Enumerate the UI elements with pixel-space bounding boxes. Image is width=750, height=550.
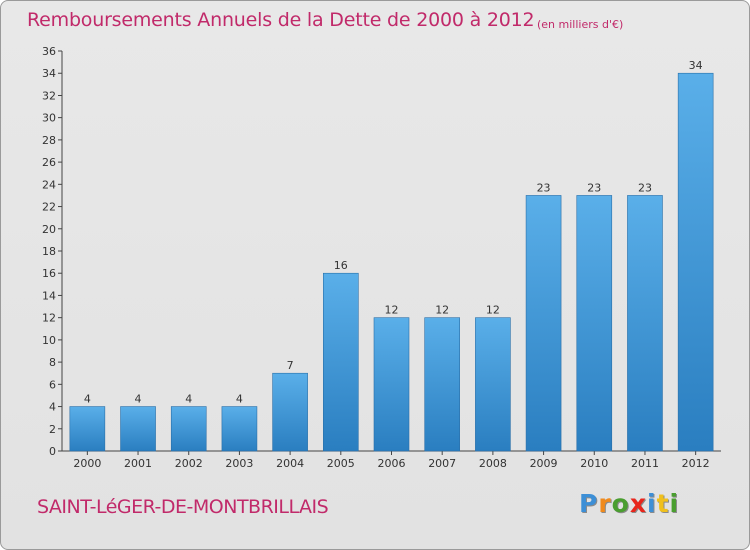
data-label-2010: 23 — [587, 181, 601, 194]
x-tick-label-2002: 2002 — [175, 457, 203, 470]
y-tick-label: 6 — [49, 378, 56, 391]
x-tick-label-2004: 2004 — [276, 457, 304, 470]
bar-2005 — [323, 272, 359, 452]
logo-letter: t — [656, 489, 670, 518]
x-tick-label-2011: 2011 — [631, 457, 659, 470]
bar-2006 — [373, 317, 410, 452]
y-tick-label: 30 — [42, 112, 56, 125]
logo-letter: i — [669, 489, 680, 518]
logo-letter: r — [598, 489, 612, 518]
bar-2009 — [525, 195, 562, 452]
bar-2002 — [170, 406, 207, 452]
y-tick-label: 8 — [49, 356, 56, 369]
data-label-2004: 7 — [287, 359, 294, 372]
bar-2004 — [272, 372, 308, 452]
bar-2003 — [221, 406, 258, 452]
y-tick-label: 2 — [49, 423, 56, 436]
data-label-2002: 4 — [185, 393, 192, 406]
data-label-2006: 12 — [385, 304, 399, 317]
x-tick-label-2007: 2007 — [428, 457, 456, 470]
y-tick-label: 22 — [42, 201, 56, 214]
x-tick-label-2000: 2000 — [73, 457, 101, 470]
y-tick-label: 16 — [42, 267, 56, 280]
x-tick-label-2010: 2010 — [580, 457, 608, 470]
data-label-2008: 12 — [486, 304, 500, 317]
data-label-2009: 23 — [537, 181, 551, 194]
y-tick-label: 26 — [42, 156, 56, 169]
data-label-2012: 34 — [689, 59, 703, 72]
y-tick-label: 18 — [42, 245, 56, 258]
bar-2012 — [677, 72, 714, 452]
y-tick-label: 24 — [42, 178, 56, 191]
data-label-2007: 12 — [435, 304, 449, 317]
logo-letter: i — [647, 489, 657, 518]
y-tick-label: 20 — [42, 223, 56, 236]
bar-2000 — [69, 406, 106, 452]
x-tick-label-2006: 2006 — [378, 457, 406, 470]
bar-2010 — [576, 195, 613, 452]
bar-2008 — [475, 317, 511, 452]
y-tick-label: 28 — [42, 134, 56, 147]
data-label-2005: 16 — [334, 259, 348, 272]
data-label-2001: 4 — [135, 393, 142, 406]
chart-title: Remboursements Annuels de la Dette de 20… — [27, 9, 535, 31]
commune-name: SAINT-LéGER-DE-MONTBRILLAIS — [37, 496, 329, 518]
data-label-2000: 4 — [84, 393, 91, 406]
logo-letter: x — [629, 489, 647, 518]
y-tick-label: 34 — [42, 67, 56, 80]
x-tick-label-2003: 2003 — [225, 457, 253, 470]
x-tick-label-2001: 2001 — [124, 457, 152, 470]
logo-letter: P — [579, 489, 599, 518]
bar-2001 — [120, 406, 156, 452]
bar-2011 — [627, 195, 663, 452]
y-tick-label: 36 — [42, 45, 56, 58]
unit-label: (en milliers d'€) — [537, 18, 624, 31]
data-label-2003: 4 — [236, 393, 243, 406]
y-tick-label: 10 — [42, 334, 56, 347]
x-tick-label-2012: 2012 — [682, 457, 710, 470]
y-tick-label: 0 — [49, 445, 56, 458]
bar-2007 — [424, 317, 460, 452]
logo-letter: o — [611, 489, 630, 518]
x-tick-label-2009: 2009 — [530, 457, 558, 470]
y-tick-label: 14 — [42, 289, 56, 302]
data-label-2011: 23 — [638, 181, 652, 194]
y-tick-label: 4 — [49, 401, 56, 414]
y-tick-label: 12 — [42, 312, 56, 325]
x-tick-label-2008: 2008 — [479, 457, 507, 470]
x-tick-label-2005: 2005 — [327, 457, 355, 470]
y-tick-label: 32 — [42, 89, 56, 102]
proxiti-logo: Proxiti — [579, 489, 679, 518]
